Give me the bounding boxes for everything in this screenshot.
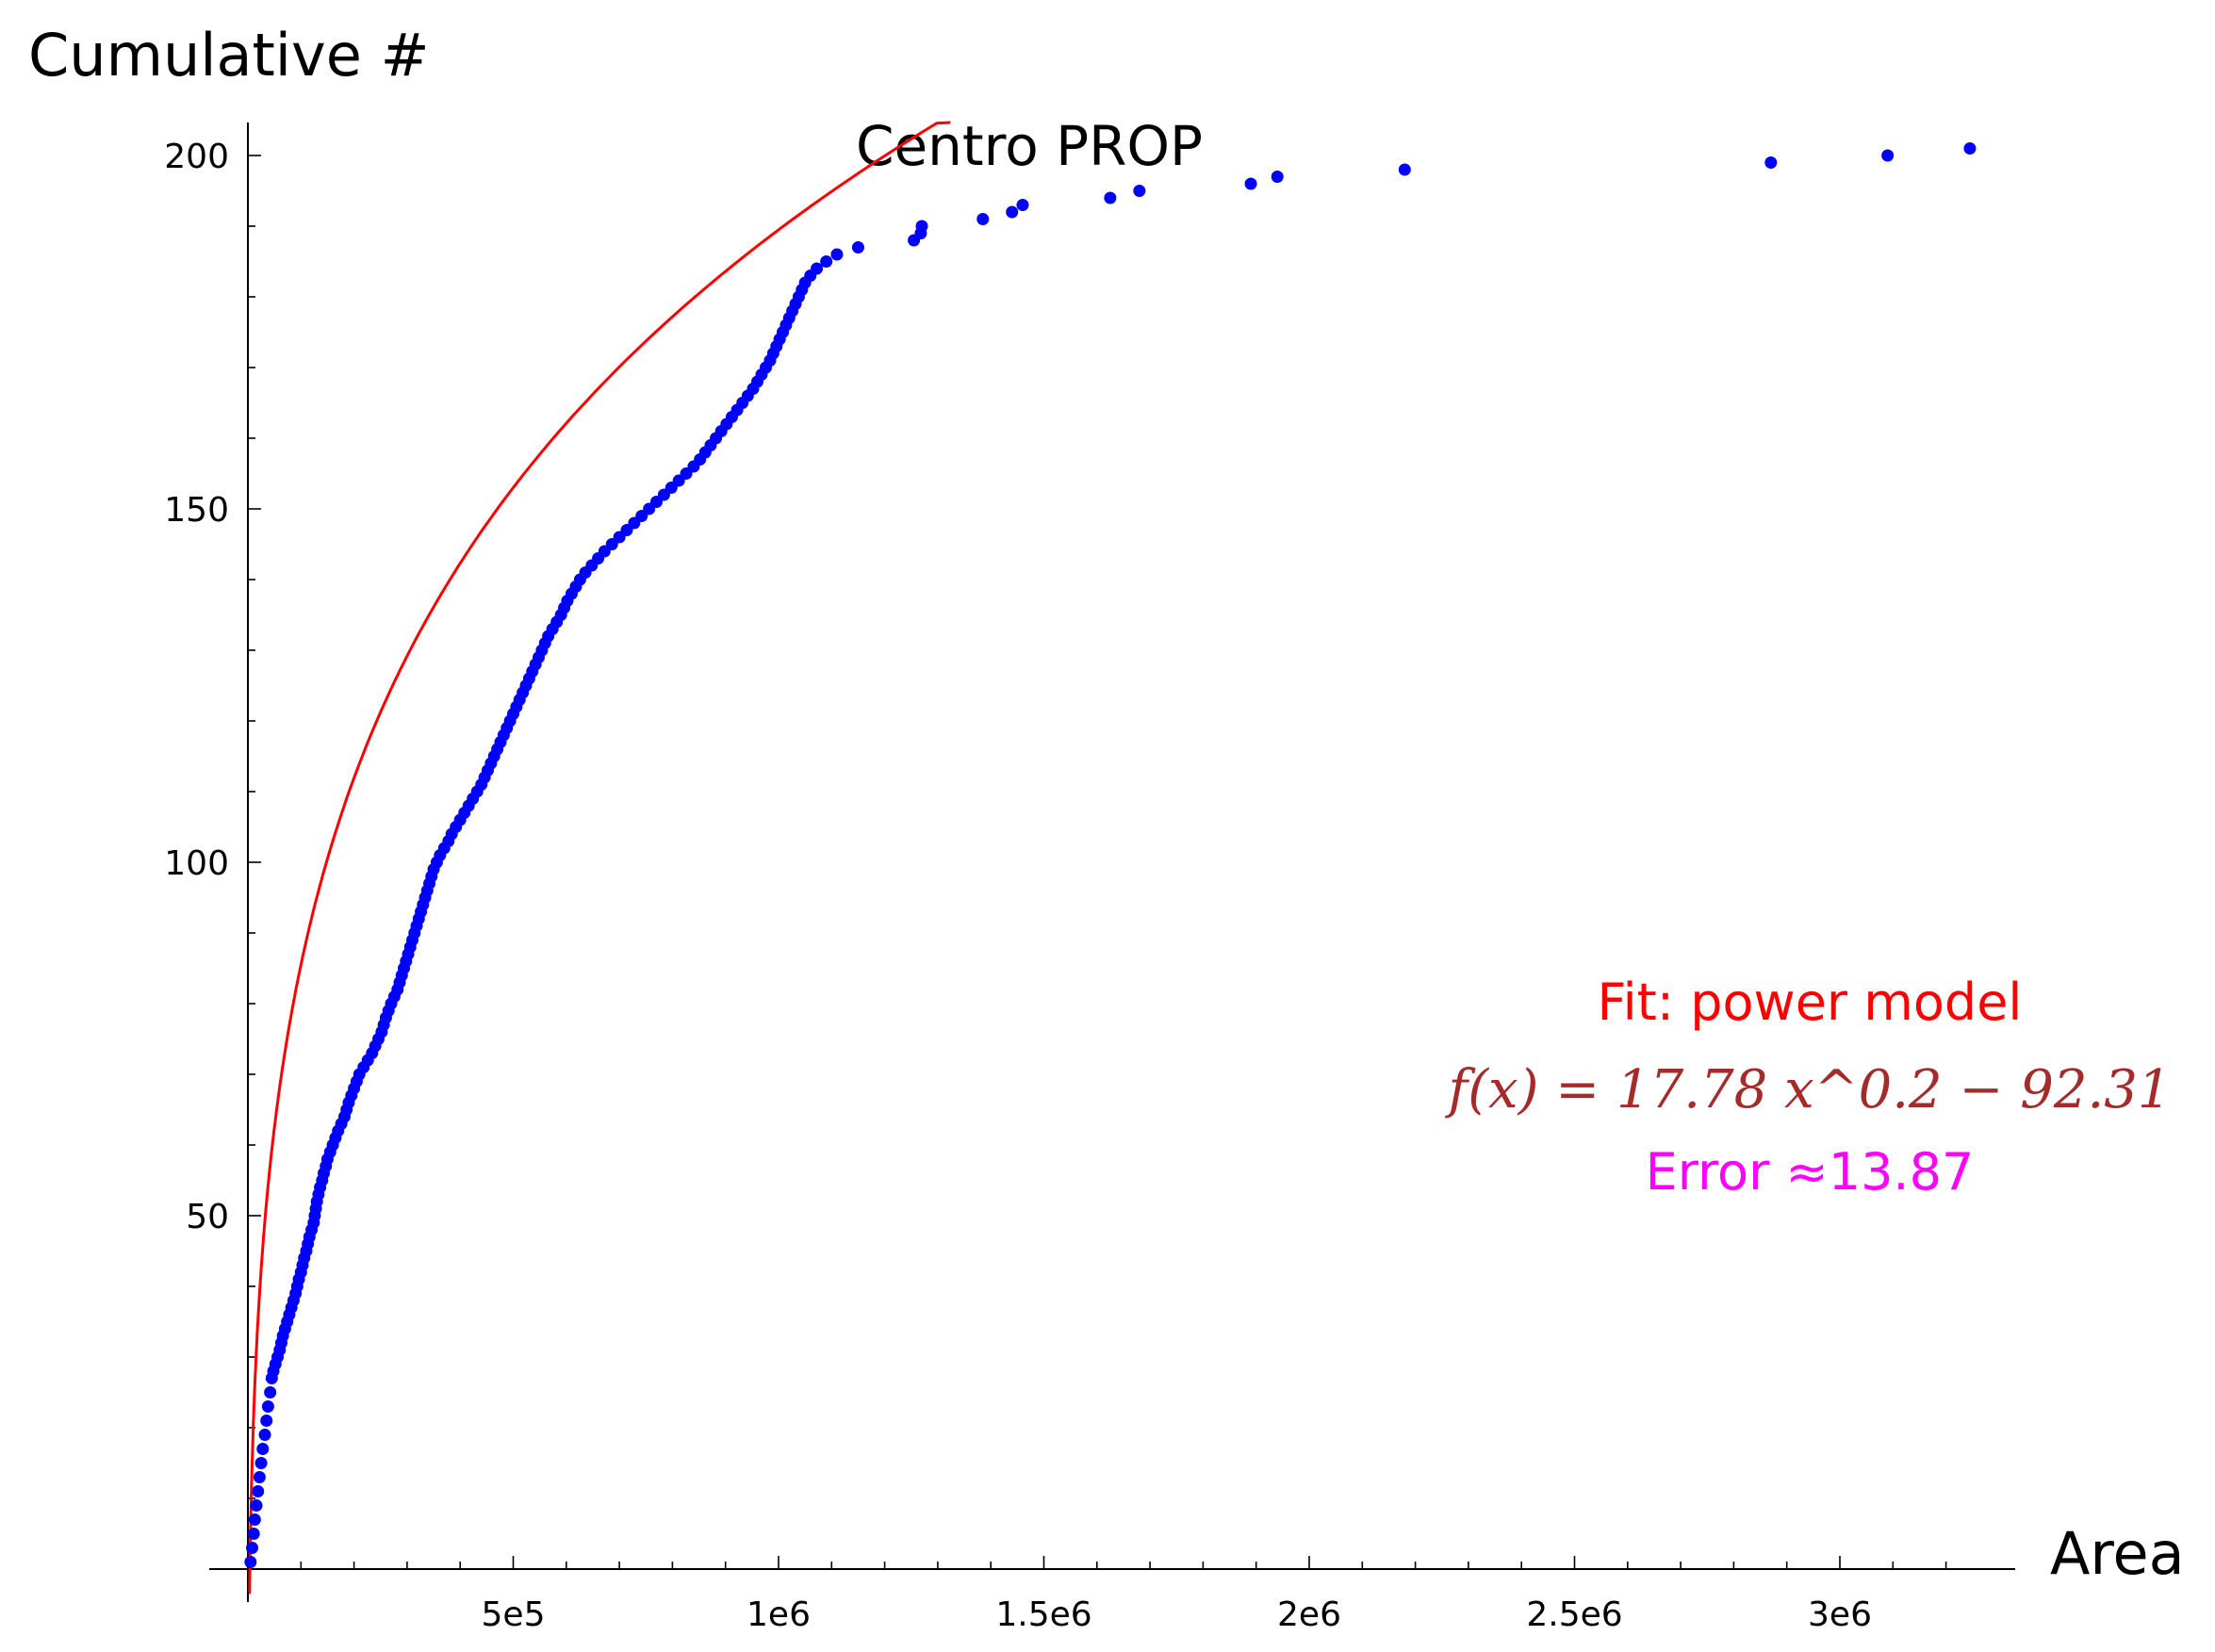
- fit-curve: [248, 121, 951, 1595]
- data-point: [258, 1429, 271, 1441]
- x-tick-label: 3e6: [1808, 1595, 1872, 1634]
- fit-curve-layer: [248, 121, 951, 1595]
- data-point: [976, 213, 990, 225]
- data-point: [1963, 142, 1977, 155]
- x-tick-label: 1.5e6: [995, 1595, 1091, 1634]
- x-axis-title: Area: [2050, 1519, 2185, 1588]
- data-point: [851, 241, 864, 254]
- data-point: [1881, 149, 1895, 162]
- data-point: [261, 1400, 274, 1413]
- data-point: [1016, 199, 1029, 211]
- data-point: [1104, 191, 1117, 204]
- data-point: [254, 1457, 268, 1469]
- axes: [209, 123, 2015, 1602]
- data-point: [244, 1556, 257, 1568]
- data-point: [247, 1528, 260, 1540]
- x-tick-label: 2.5e6: [1526, 1595, 1622, 1634]
- y-axis-title: Cumulative #: [28, 21, 430, 90]
- fit-annotation: Fit: power model f(x) = 17.78 x^0.2 − 92…: [1444, 973, 2171, 1202]
- data-point: [1244, 177, 1257, 190]
- data-point: [256, 1443, 270, 1455]
- data-point: [830, 248, 844, 261]
- y-tick-label: 50: [186, 1198, 229, 1236]
- data-point: [811, 262, 824, 275]
- data-point: [250, 1499, 263, 1512]
- data-point: [252, 1485, 265, 1497]
- data-point: [248, 1513, 261, 1526]
- ticks: 5e5 1e6 1.5e6 2e6 2.5e6 3e6 50 100 150 200: [164, 138, 1947, 1634]
- x-tick-label: 1e6: [747, 1595, 811, 1634]
- data-point: [1764, 156, 1778, 169]
- data-point: [246, 1542, 259, 1554]
- data-point: [1133, 185, 1146, 197]
- data-point: [915, 220, 928, 233]
- fit-label: Fit: power model: [1598, 973, 2023, 1032]
- data-point: [1006, 205, 1019, 219]
- data-point: [820, 255, 833, 268]
- data-point: [260, 1415, 273, 1427]
- data-points-layer: [244, 142, 1977, 1568]
- y-tick-label: 100: [164, 844, 229, 883]
- fit-formula: f(x) = 17.78 x^0.2 − 92.31: [1444, 1059, 2171, 1120]
- data-point: [1271, 171, 1284, 183]
- x-tick-label: 5e5: [482, 1595, 546, 1634]
- x-tick-label: 2e6: [1277, 1595, 1341, 1634]
- fit-error: Error ≈13.87: [1646, 1142, 1975, 1202]
- data-point: [1398, 163, 1411, 176]
- chart-title: Centro PROP: [856, 114, 1203, 178]
- y-tick-label: 200: [164, 138, 229, 176]
- y-tick-label: 150: [164, 491, 229, 530]
- data-point: [264, 1386, 277, 1398]
- data-point: [253, 1471, 266, 1483]
